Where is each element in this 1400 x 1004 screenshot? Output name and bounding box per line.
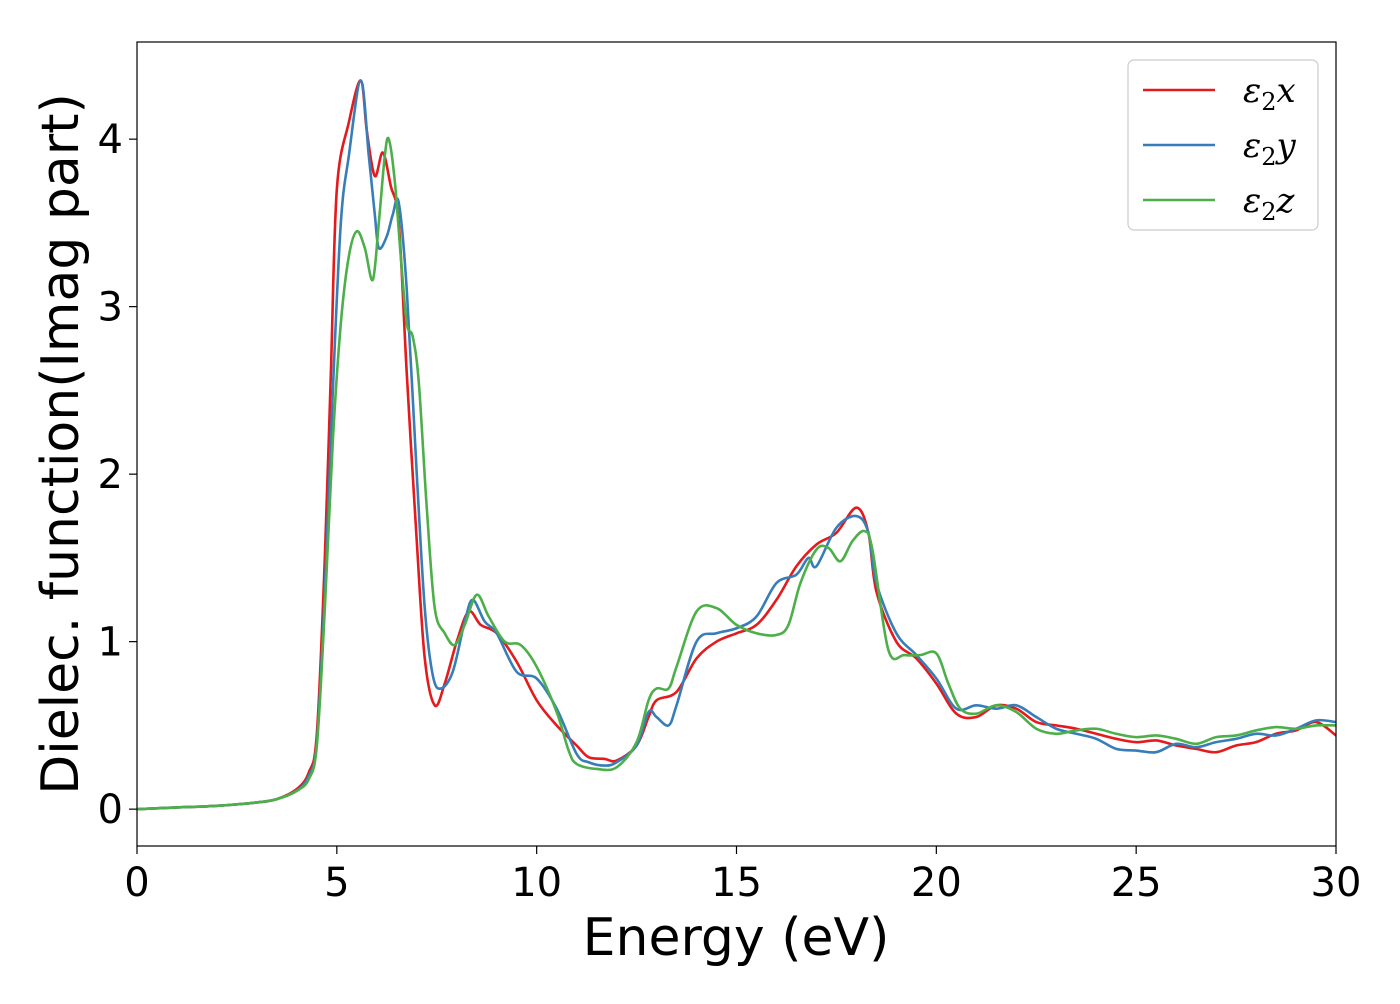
y-tick-label: 3: [98, 285, 123, 331]
x-tick-label: 5: [324, 860, 349, 906]
x-tick-label: 15: [711, 860, 762, 906]
x-tick-label: 30: [1311, 860, 1362, 906]
legend-label-x: ε2x: [1243, 71, 1296, 116]
x-axis-ticks: 0 5 10 15 20 25 30: [124, 846, 1361, 906]
y-axis-ticks: 0 1 2 3 4: [98, 117, 137, 833]
series-layer: [137, 79, 1336, 811]
y-tick-label: 4: [98, 117, 123, 163]
y-tick-label: 1: [98, 620, 123, 666]
legend-frame: [1127, 59, 1319, 231]
y-tick-label: 0: [98, 787, 123, 833]
x-tick-label: 25: [1111, 860, 1162, 906]
legend-label-z: ε2z: [1243, 181, 1296, 226]
y-tick-label: 2: [98, 452, 123, 498]
y-axis-label: Dielec. function(Imag part): [31, 93, 91, 795]
legend: ε2x ε2y ε2z: [1127, 59, 1319, 231]
x-tick-label: 20: [911, 860, 962, 906]
legend-label-y: ε2y: [1243, 126, 1297, 171]
x-tick-label: 0: [124, 860, 149, 906]
x-tick-label: 10: [511, 860, 562, 906]
series-line-z: [137, 136, 1336, 811]
x-axis-label: Energy (eV): [583, 908, 890, 968]
series-line-y: [137, 79, 1336, 811]
